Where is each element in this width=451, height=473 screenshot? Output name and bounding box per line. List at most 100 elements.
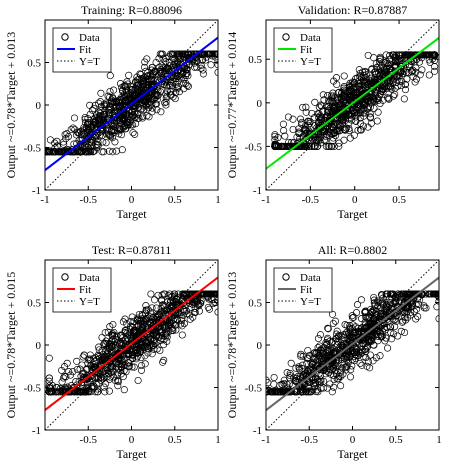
data-point	[368, 90, 376, 98]
data-point	[296, 115, 305, 123]
data-point	[154, 291, 162, 299]
data-point	[114, 98, 122, 106]
data-point	[106, 102, 114, 110]
data-point	[163, 92, 171, 100]
legend-data-marker	[282, 33, 290, 41]
data-point	[146, 87, 154, 95]
data-point	[340, 72, 348, 80]
data-point	[376, 58, 384, 66]
data-point	[85, 388, 93, 396]
data-point	[98, 333, 106, 342]
data-point	[407, 290, 415, 298]
data-point	[95, 108, 103, 116]
data-point	[382, 302, 390, 310]
data-point	[174, 83, 182, 91]
data-point	[151, 67, 159, 76]
data-point	[306, 119, 314, 127]
data-point	[147, 342, 155, 350]
data-point	[350, 313, 358, 321]
data-point	[340, 334, 348, 342]
data-point	[143, 338, 151, 346]
data-point	[361, 308, 370, 316]
data-point	[363, 96, 371, 104]
data-point	[109, 93, 117, 102]
data-point	[105, 387, 113, 395]
data-point	[328, 97, 336, 105]
data-point	[137, 315, 145, 323]
data-point	[172, 297, 180, 306]
data-point	[411, 58, 419, 66]
data-point	[379, 85, 387, 93]
data-point	[279, 120, 287, 128]
legend-entry: Data	[300, 272, 321, 284]
data-point	[161, 314, 169, 322]
data-point	[100, 148, 108, 156]
data-point	[317, 376, 325, 384]
data-point	[74, 129, 82, 137]
data-point	[162, 98, 170, 106]
data-point	[342, 352, 350, 360]
data-point	[140, 63, 149, 71]
data-point	[391, 84, 399, 92]
x-tick-label: 0.5	[392, 194, 406, 206]
data-point	[333, 327, 341, 335]
data-point	[358, 361, 366, 369]
data-point	[366, 113, 375, 121]
data-point	[115, 99, 123, 107]
data-point	[348, 312, 356, 320]
data-point	[108, 350, 116, 358]
data-point	[385, 52, 394, 60]
data-point	[195, 300, 203, 309]
data-point	[118, 351, 127, 359]
data-point	[59, 374, 68, 382]
data-point	[148, 350, 156, 358]
x-tick-label: 0	[129, 434, 135, 446]
data-point	[285, 380, 294, 388]
data-point	[186, 311, 194, 319]
data-point	[422, 304, 430, 312]
data-point	[341, 321, 349, 329]
data-point	[329, 345, 337, 353]
data-point	[60, 363, 69, 371]
data-point	[154, 91, 162, 99]
data-point	[164, 319, 172, 327]
data-point	[332, 103, 340, 112]
data-point	[271, 131, 279, 139]
data-point	[125, 71, 133, 79]
data-point	[167, 303, 175, 311]
data-point	[146, 336, 154, 344]
data-point	[372, 312, 380, 320]
data-point	[344, 92, 352, 100]
data-point	[283, 380, 291, 388]
data-point	[173, 57, 181, 65]
data-point	[70, 114, 79, 122]
data-point	[108, 340, 116, 348]
data-point	[320, 136, 329, 144]
y-tick-label: 0.5	[27, 298, 41, 310]
data-point	[110, 328, 118, 337]
data-point	[205, 305, 213, 313]
data-point	[380, 324, 388, 332]
data-point	[87, 361, 95, 369]
y-tick-label: -1	[253, 185, 262, 197]
data-point	[117, 348, 125, 356]
data-point	[431, 51, 439, 59]
data-point	[137, 71, 145, 79]
data-point	[350, 83, 358, 91]
data-point	[287, 359, 295, 367]
data-point	[184, 82, 192, 90]
data-point	[133, 353, 141, 361]
data-point	[409, 66, 417, 74]
data-point	[123, 121, 131, 129]
data-point	[175, 309, 183, 317]
data-point	[214, 56, 218, 65]
data-point	[64, 388, 72, 396]
data-point	[156, 50, 164, 58]
data-point	[405, 290, 413, 298]
data-point	[50, 388, 58, 396]
data-point	[121, 81, 129, 89]
data-point	[400, 95, 408, 103]
x-tick-label: 0	[352, 194, 358, 206]
data-point	[78, 147, 86, 155]
legend-entry: Fit	[300, 284, 312, 296]
